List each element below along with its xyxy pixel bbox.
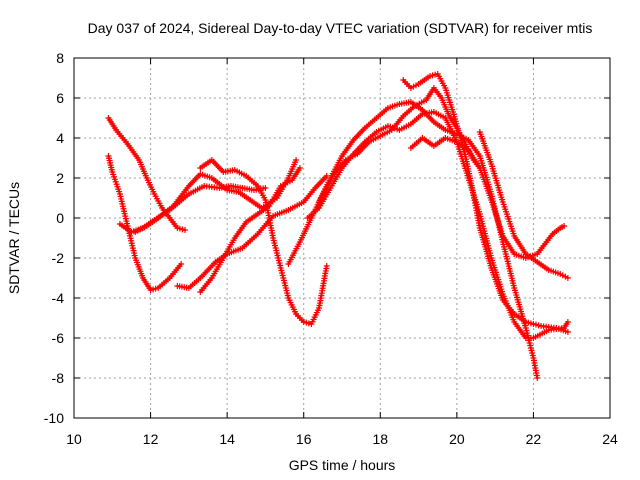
y-tick-label: 6 bbox=[56, 90, 64, 106]
x-tick-label: 12 bbox=[143, 431, 159, 447]
data-point-marker bbox=[561, 223, 568, 229]
y-tick-label: -8 bbox=[52, 370, 65, 386]
plot-frame bbox=[73, 57, 611, 419]
y-tick-label: 8 bbox=[56, 50, 64, 66]
series-arc-7 bbox=[197, 157, 330, 327]
x-tick-label: 16 bbox=[296, 431, 312, 447]
series-arc-2 bbox=[105, 153, 185, 293]
series-trace bbox=[134, 158, 298, 234]
data-point-marker bbox=[534, 375, 541, 381]
data-point-marker bbox=[182, 227, 189, 233]
x-tick-label: 10 bbox=[66, 431, 82, 447]
data-point-marker bbox=[178, 261, 185, 267]
x-tick-label: 22 bbox=[526, 431, 542, 447]
data-point-marker bbox=[564, 319, 571, 325]
series-arc-11 bbox=[400, 71, 571, 335]
y-tick-label: -2 bbox=[52, 250, 65, 266]
data-point-marker bbox=[564, 329, 571, 335]
y-tick-label: -10 bbox=[44, 410, 64, 426]
x-tick-label: 20 bbox=[449, 431, 465, 447]
y-tick-label: -4 bbox=[52, 290, 65, 306]
x-tick-label: 18 bbox=[372, 431, 388, 447]
series-arc-5 bbox=[174, 173, 330, 291]
series-arc-1 bbox=[105, 115, 189, 233]
data-point-marker bbox=[323, 263, 330, 269]
y-axis-label: SDTVAR / TECUs bbox=[6, 182, 22, 294]
x-axis-label: GPS time / hours bbox=[289, 457, 396, 473]
y-tick-label: 0 bbox=[56, 210, 64, 226]
y-tick-label: 2 bbox=[56, 170, 64, 186]
data-series-layer bbox=[105, 71, 571, 381]
data-point-marker bbox=[262, 185, 269, 191]
data-point-marker bbox=[564, 275, 571, 281]
series-arc-12 bbox=[407, 135, 568, 261]
x-tick-label: 14 bbox=[219, 431, 235, 447]
y-tick-label: -6 bbox=[52, 330, 65, 346]
series-arc-10 bbox=[316, 99, 541, 381]
series-arc-6 bbox=[197, 165, 303, 295]
data-point-marker bbox=[293, 157, 300, 163]
data-point-marker bbox=[296, 165, 303, 171]
series-arc-13 bbox=[476, 129, 571, 281]
grid-layer bbox=[74, 58, 610, 418]
y-tick-label: 4 bbox=[56, 130, 64, 146]
x-tick-label: 24 bbox=[602, 431, 618, 447]
chart-title: Day 037 of 2024, Sidereal Day-to-day VTE… bbox=[88, 20, 593, 36]
